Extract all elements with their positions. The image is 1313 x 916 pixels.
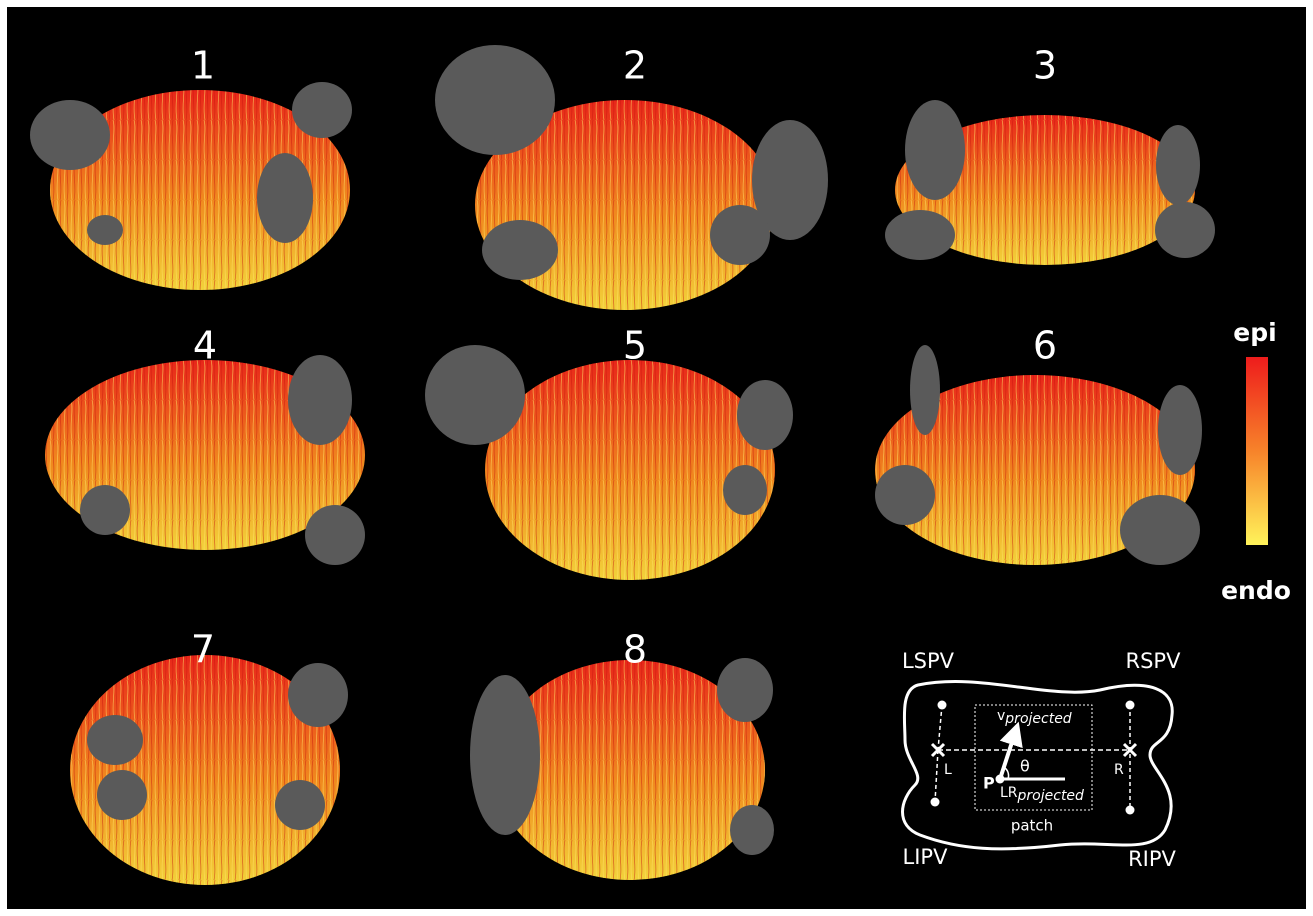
vein-label: LIPV <box>903 845 949 869</box>
vein <box>730 805 774 855</box>
colorbar <box>1246 357 1268 545</box>
vein <box>1156 125 1200 205</box>
vein <box>723 465 767 515</box>
panel-label: 8 <box>623 628 647 672</box>
angle-label: θ <box>1020 757 1030 776</box>
vein <box>482 220 558 280</box>
vein-label: RSPV <box>1126 649 1182 673</box>
left-label: L <box>944 762 952 778</box>
vein <box>87 715 143 765</box>
panel-label: 2 <box>623 44 647 88</box>
vein <box>1158 385 1202 475</box>
vein <box>737 380 793 450</box>
vein-dot <box>1126 806 1135 815</box>
vein <box>288 663 348 727</box>
vein <box>305 505 365 565</box>
vein <box>710 205 770 265</box>
panel-label: 5 <box>623 324 647 368</box>
figure: 12345678 epi endo LSPV RSPV LIPV RIPV vp… <box>0 0 1313 916</box>
panel-label: 1 <box>191 44 215 88</box>
vein-dot <box>931 798 940 807</box>
vein <box>425 345 525 445</box>
vein <box>87 215 123 245</box>
vein <box>257 153 313 243</box>
vector-base: v <box>997 708 1005 724</box>
vein <box>905 100 965 200</box>
vein <box>292 82 352 138</box>
vein-dot <box>938 701 947 710</box>
vector-sub: projected <box>1004 711 1072 727</box>
patch-label: patch <box>1011 817 1053 835</box>
axis-base: LR <box>1000 785 1018 801</box>
vein <box>470 675 540 835</box>
vein <box>30 100 110 170</box>
point-dot <box>996 775 1005 784</box>
vein <box>910 345 940 435</box>
vein <box>885 210 955 260</box>
panel-label: 3 <box>1033 44 1057 88</box>
vein <box>97 770 147 820</box>
vein <box>1155 202 1215 258</box>
vein <box>275 780 325 830</box>
panel-label: 4 <box>193 324 217 368</box>
vein-label: RIPV <box>1128 847 1176 871</box>
vein <box>288 355 352 445</box>
axis-sub: projected <box>1017 788 1085 804</box>
vector-label: vprojected <box>997 708 1072 727</box>
vein <box>1120 495 1200 565</box>
vein <box>717 658 773 722</box>
right-label: R <box>1114 762 1124 778</box>
panel-label: 7 <box>191 628 215 672</box>
vein-label: LSPV <box>902 649 955 673</box>
colorbar-bottom: endo <box>1221 576 1291 605</box>
panel-label: 6 <box>1033 324 1057 368</box>
point-label: P <box>983 774 995 793</box>
colorbar-top: epi <box>1233 318 1276 347</box>
vein-dot <box>1126 701 1135 710</box>
vein <box>875 465 935 525</box>
vein <box>435 45 555 155</box>
vein <box>80 485 130 535</box>
fibers <box>485 360 775 580</box>
